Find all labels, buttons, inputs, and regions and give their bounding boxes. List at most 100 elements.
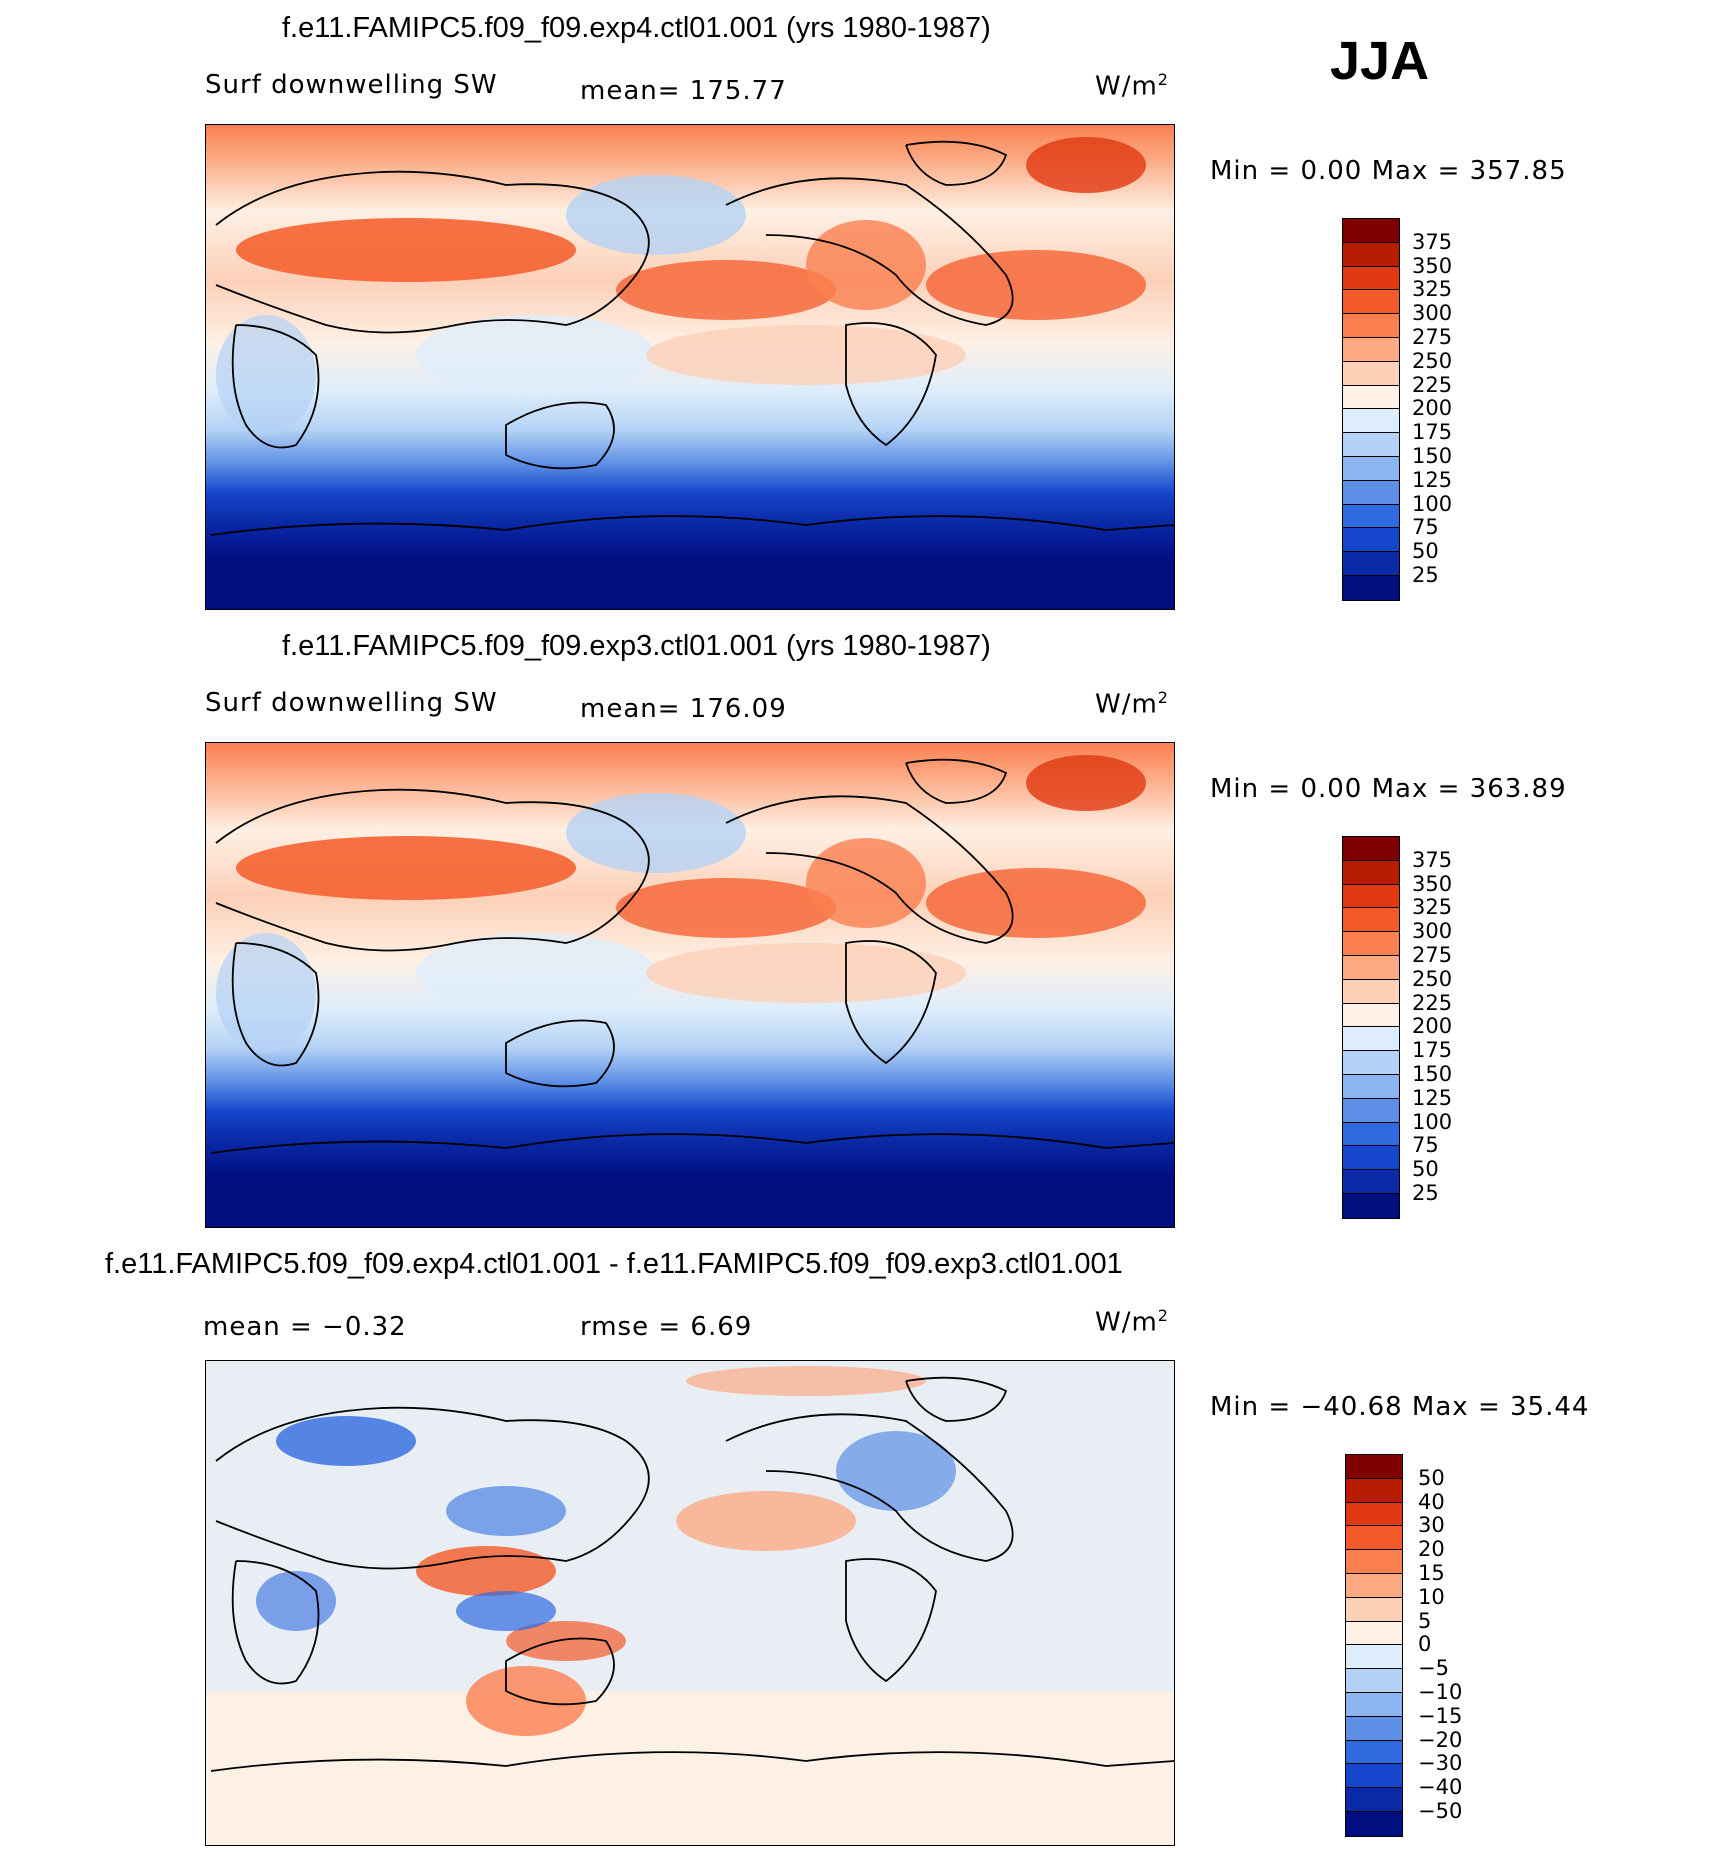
colorbar-swatch [1343, 504, 1399, 529]
panel2-title: f.e11.FAMIPC5.f09_f09.exp3.ctl01.001 (yr… [282, 630, 991, 662]
colorbar-tick-label: 40 [1418, 1489, 1445, 1514]
colorbar-swatch [1343, 932, 1399, 956]
colorbar-swatch [1346, 1550, 1402, 1574]
colorbar-swatch [1343, 1027, 1399, 1052]
panel1-map [205, 124, 1175, 610]
colorbar-tick-label: 125 [1412, 1085, 1453, 1110]
panel1-units: W/m2 [1095, 70, 1169, 102]
colorbar-swatch [1343, 1170, 1399, 1194]
colorbar-tick-label: 250 [1412, 348, 1453, 373]
colorbar-swatch [1343, 456, 1399, 481]
colorbar-swatch [1346, 1502, 1402, 1527]
colorbar-swatch [1343, 219, 1399, 243]
colorbar-tick-label: 10 [1418, 1584, 1445, 1609]
panel1-map-field [206, 125, 1174, 609]
panel3-minmax: Min = −40.68 Max = 35.44 [1210, 1392, 1590, 1422]
colorbar-swatch [1343, 242, 1399, 267]
colorbar-tick-label: 375 [1412, 847, 1453, 872]
colorbar-tick-label: −40 [1418, 1775, 1463, 1800]
panel2-mean: mean= 176.09 [580, 694, 787, 724]
colorbar-swatch [1346, 1478, 1402, 1503]
colorbar-swatch [1343, 575, 1399, 600]
colorbar-tick-label: −20 [1418, 1727, 1463, 1752]
colorbar-swatch [1343, 290, 1399, 315]
panel3-map-field [206, 1361, 1174, 1845]
panel1-variable: Surf downwelling SW [205, 70, 498, 100]
colorbar-swatch [1346, 1669, 1402, 1693]
colorbar-swatch [1343, 1193, 1399, 1218]
colorbar-tick-label: 225 [1412, 372, 1453, 397]
colorbar-tick-label: 350 [1412, 871, 1453, 896]
colorbar-tick-label: 350 [1412, 253, 1453, 278]
colorbar-swatch [1346, 1526, 1402, 1551]
colorbar-tick-label: 175 [1412, 1038, 1453, 1063]
panel2-variable: Surf downwelling SW [205, 688, 498, 718]
colorbar-swatch [1343, 955, 1399, 980]
panel3-map [205, 1360, 1175, 1846]
colorbar-tick-label: 200 [1412, 396, 1453, 421]
panel3-units: W/m2 [1095, 1306, 1169, 1338]
season-label: JJA [1330, 31, 1430, 91]
colorbar-swatch [1346, 1597, 1402, 1622]
colorbar-swatch [1346, 1740, 1402, 1765]
colorbar-swatch [1343, 860, 1399, 885]
colorbar-tick-label: −10 [1418, 1680, 1463, 1704]
colorbar-swatch [1343, 528, 1399, 553]
colorbar-swatch [1343, 884, 1399, 909]
panel3-mean: mean = −0.32 [203, 1312, 407, 1342]
panel2-map-field [206, 743, 1174, 1227]
colorbar-swatch [1343, 409, 1399, 434]
panel3-title: f.e11.FAMIPC5.f09_f09.exp4.ctl01.001 - f… [105, 1248, 1123, 1280]
colorbar-tick-label: 300 [1412, 301, 1453, 326]
panel1-title: f.e11.FAMIPC5.f09_f09.exp4.ctl01.001 (yr… [282, 12, 991, 44]
colorbar-swatch [1343, 1003, 1399, 1028]
colorbar-tick-label: 15 [1418, 1561, 1445, 1585]
colorbar-tick-label: 75 [1412, 1133, 1439, 1158]
colorbar-swatch [1343, 1074, 1399, 1099]
colorbar-swatch [1346, 1811, 1402, 1836]
colorbar-swatch [1343, 361, 1399, 386]
colorbar-swatch [1343, 266, 1399, 291]
colorbar-tick-label: 50 [1412, 539, 1439, 564]
colorbar-tick-label: 100 [1412, 1109, 1453, 1134]
colorbar-tick-label: 30 [1418, 1513, 1445, 1538]
panel1-colorbar [1342, 218, 1400, 601]
colorbar-swatch [1346, 1455, 1402, 1479]
colorbar-tick-label: 225 [1412, 990, 1453, 1015]
panel1-mean: mean= 175.77 [580, 76, 787, 106]
colorbar-tick-label: 5 [1418, 1608, 1432, 1633]
colorbar-tick-label: 325 [1412, 277, 1453, 302]
colorbar-swatch [1346, 1764, 1402, 1789]
panel3-colorbar [1345, 1454, 1403, 1837]
panel2-map [205, 742, 1175, 1228]
colorbar-tick-label: 275 [1412, 943, 1453, 967]
colorbar-swatch [1343, 385, 1399, 410]
colorbar-swatch [1343, 1146, 1399, 1171]
colorbar-tick-label: −5 [1418, 1656, 1449, 1681]
colorbar-swatch [1343, 433, 1399, 457]
colorbar-tick-label: 275 [1412, 325, 1453, 349]
colorbar-tick-label: −15 [1418, 1703, 1463, 1728]
colorbar-swatch [1343, 314, 1399, 338]
panel3-rmse: rmse = 6.69 [580, 1312, 753, 1342]
colorbar-tick-label: 50 [1418, 1465, 1445, 1490]
colorbar-tick-label: 75 [1412, 515, 1439, 540]
colorbar-tick-label: −30 [1418, 1751, 1463, 1776]
colorbar-swatch [1346, 1692, 1402, 1717]
colorbar-swatch [1343, 837, 1399, 861]
colorbar-tick-label: 300 [1412, 919, 1453, 944]
panel2-minmax: Min = 0.00 Max = 363.89 [1210, 774, 1567, 804]
colorbar-tick-label: 175 [1412, 420, 1453, 445]
colorbar-tick-label: 125 [1412, 467, 1453, 492]
panel2-units: W/m2 [1095, 688, 1169, 720]
colorbar-swatch [1346, 1645, 1402, 1670]
colorbar-swatch [1343, 908, 1399, 933]
colorbar-tick-label: 325 [1412, 895, 1453, 920]
colorbar-tick-label: 0 [1418, 1632, 1432, 1657]
colorbar-tick-label: 250 [1412, 966, 1453, 991]
panel1-minmax: Min = 0.00 Max = 357.85 [1210, 156, 1567, 186]
colorbar-tick-label: 50 [1412, 1157, 1439, 1182]
colorbar-tick-label: 150 [1412, 1062, 1453, 1086]
colorbar-tick-label: 375 [1412, 229, 1453, 254]
colorbar-swatch [1343, 1122, 1399, 1147]
